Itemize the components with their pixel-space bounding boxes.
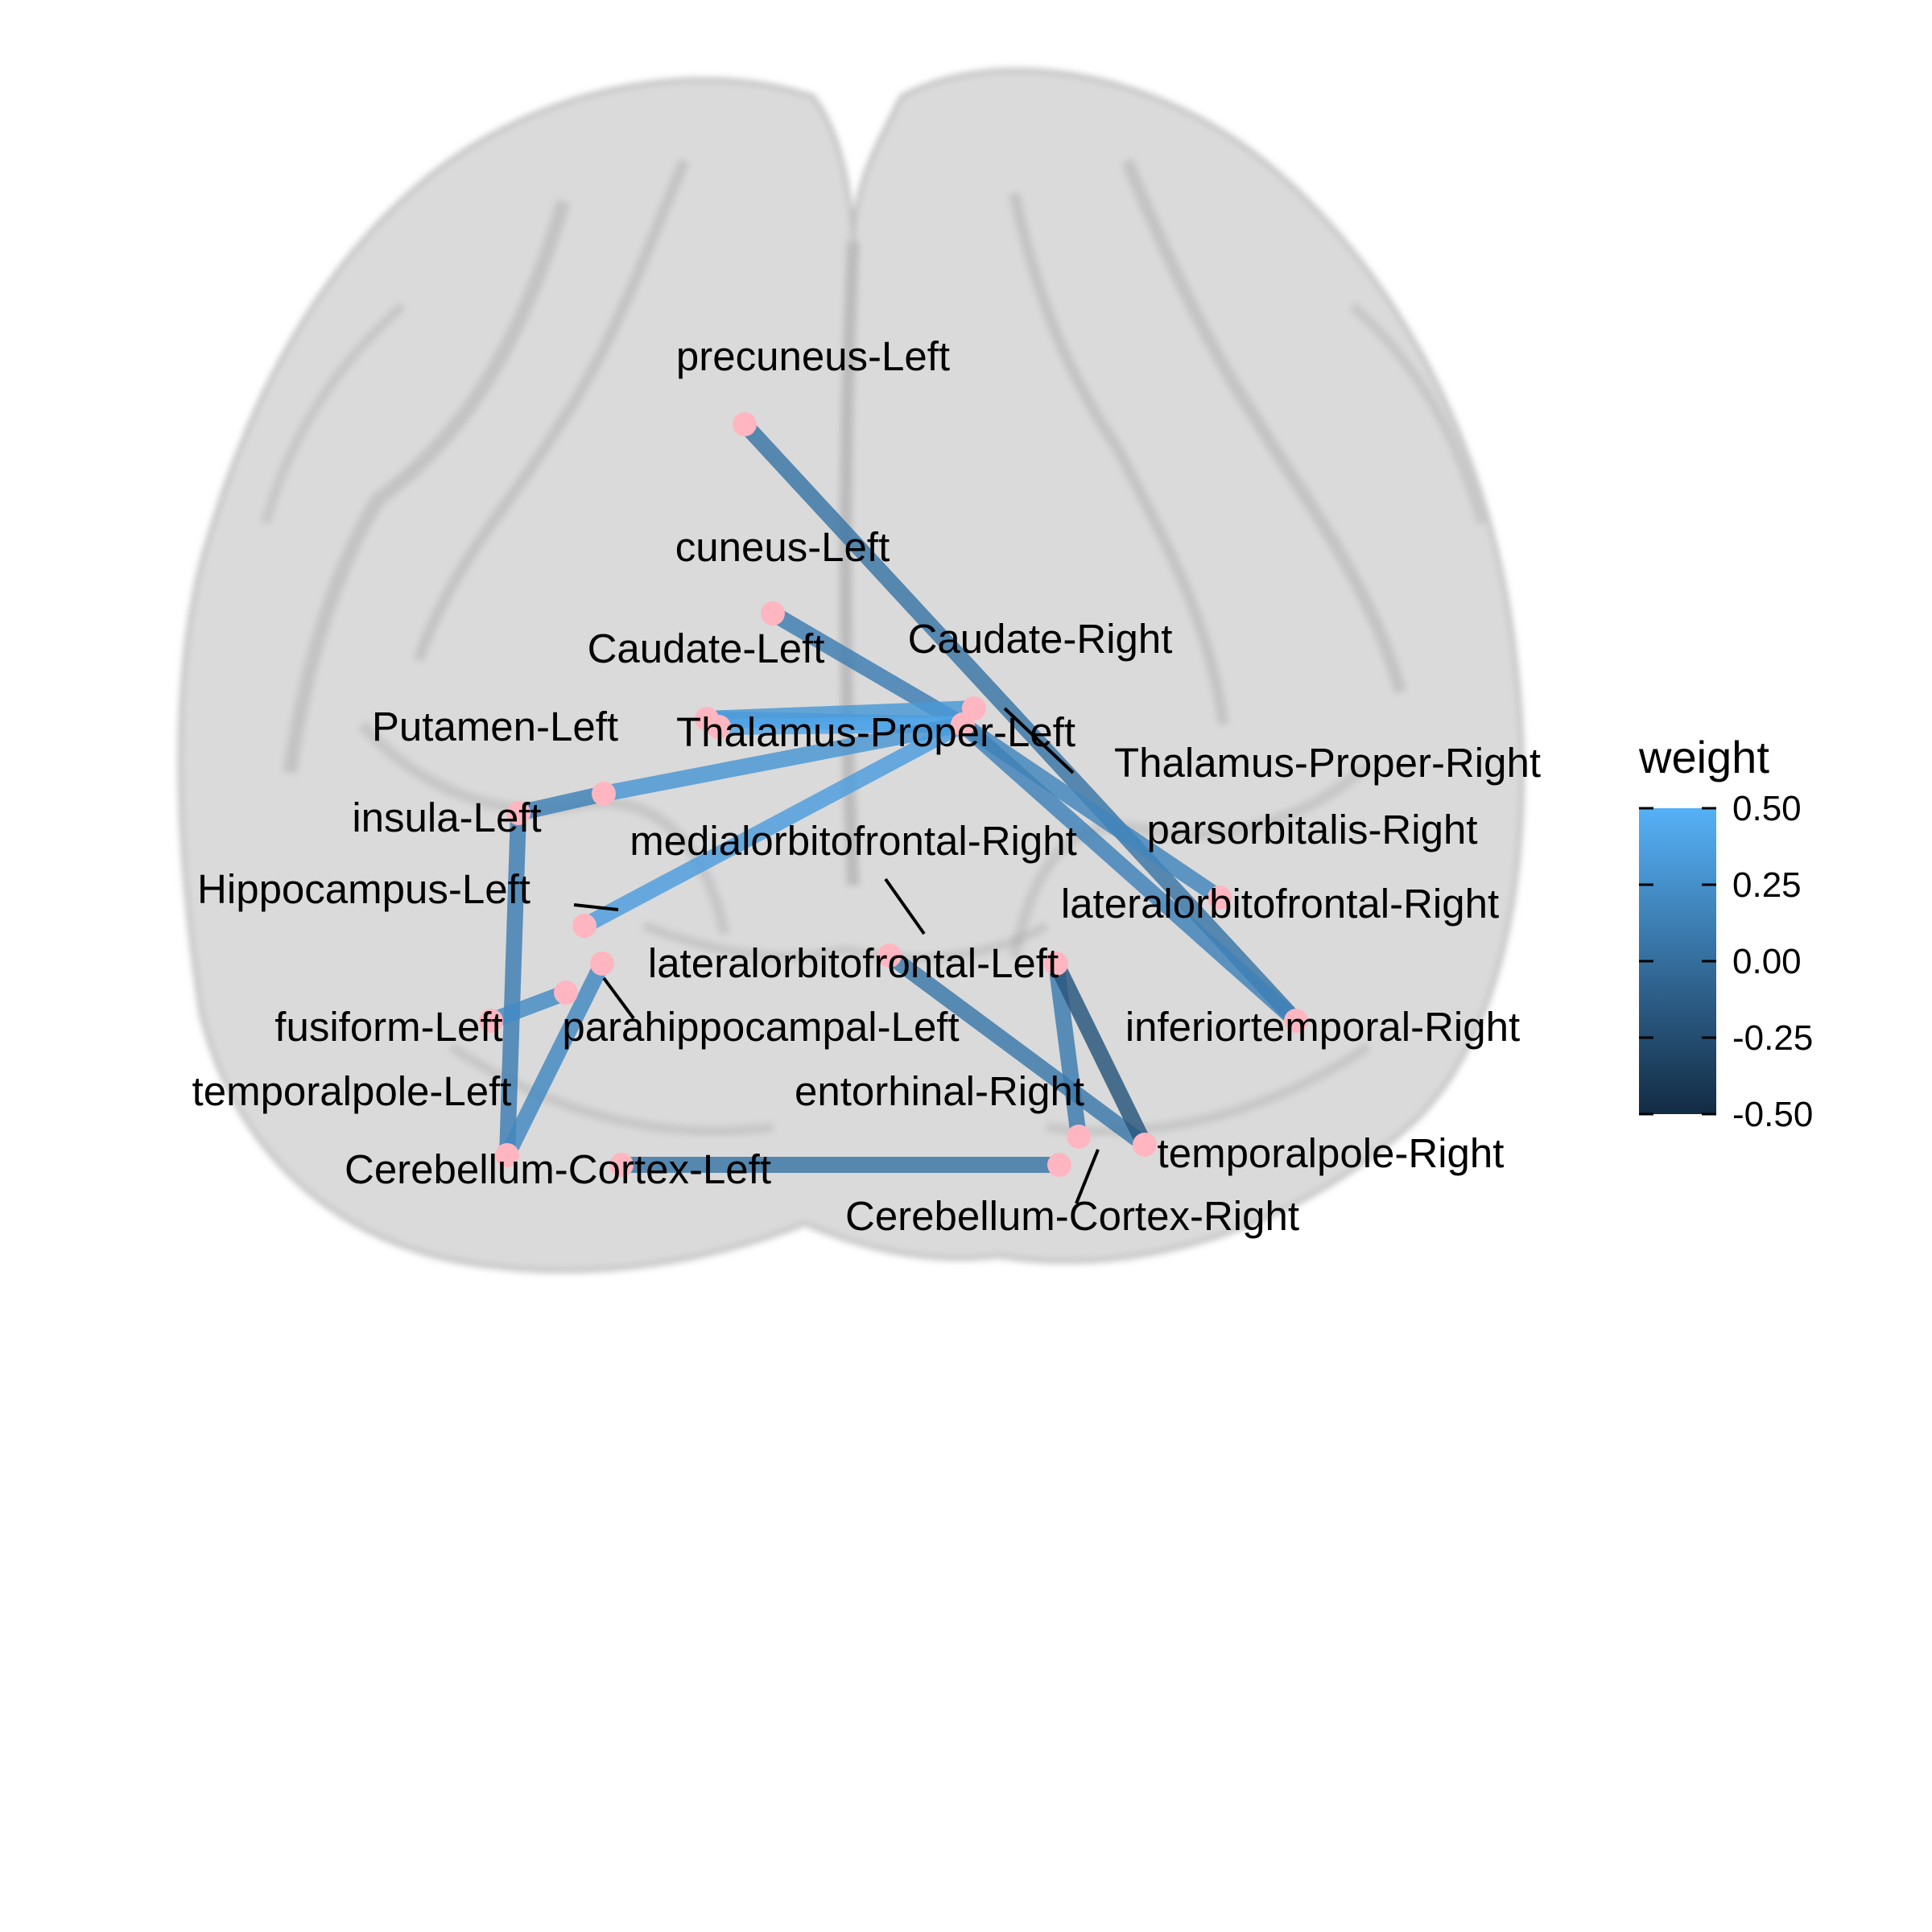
label-caudate-left: Caudate-Left — [588, 625, 825, 671]
node-parsorbitalis-right — [1208, 886, 1232, 910]
label-putamen-left: Putamen-Left — [372, 704, 618, 749]
label-lateralorbitofrontal-right: lateralorbitofrontal-Right — [1061, 881, 1499, 927]
edge-lateralorbitofrontal-right-to-entorhinal-right — [1048, 962, 1087, 1138]
node-parahippocampal-left — [554, 980, 578, 1005]
label-hippocampus-left: Hippocampus-Left — [197, 866, 530, 912]
node-entorhinal-right — [1067, 1125, 1091, 1149]
label-lateralorbitofrontal-left: lateralorbitofrontal-Left — [648, 940, 1059, 986]
node-insula-left — [506, 801, 530, 825]
node-hippocampus-left — [572, 914, 597, 938]
label-entorhinal-right: entorhinal-Right — [795, 1068, 1084, 1114]
label-temporalpole-right: temporalpole-Right — [1158, 1130, 1505, 1176]
node-labels-layer: precuneus-Left cuneus-Left Caudate-Left Cau… — [192, 333, 1541, 1239]
node-lateralorbitofrontal-right — [1044, 952, 1068, 976]
edge-lateralorbitofrontal-right-to-temporalpole-right — [1049, 960, 1152, 1149]
legend-tick-label: 0.00 — [1732, 942, 1802, 981]
node-precuneus-left — [733, 412, 757, 436]
legend-ticks: 0.50 0.25 0.00 -0.25 -0.50 — [1639, 789, 1813, 1134]
node-cerebellum-cortex-left — [609, 1153, 634, 1177]
legend-tick-label: -0.25 — [1732, 1018, 1813, 1058]
leader-parahippocampal-left — [602, 976, 635, 1020]
label-medialorbitofrontal-right: medialorbitofrontal-Right — [630, 818, 1077, 864]
nodes-layer — [479, 412, 1308, 1177]
legend-title: weight — [1638, 732, 1769, 782]
leader-thalamus-proper-right — [1003, 707, 1075, 774]
edge-insula-left-to-temporalpole-left — [499, 812, 526, 1156]
label-caudate-right: Caudate-Right — [908, 616, 1173, 662]
edge-thalamus-proper-right-to-inferiortemporal-right — [957, 718, 1302, 1027]
label-temporalpole-left: temporalpole-Left — [192, 1068, 512, 1114]
label-leader-lines — [573, 707, 1100, 1204]
edges-layer — [488, 419, 1302, 1173]
leader-hippocampus-left — [573, 903, 619, 911]
node-lateralorbitofrontal-left — [590, 952, 614, 976]
node-cerebellum-cortex-right — [1047, 1153, 1071, 1177]
label-insula-left: insula-Left — [352, 795, 541, 840]
node-cuneus-left — [761, 601, 785, 625]
label-parahippocampal-left: parahippocampal-Left — [562, 1004, 959, 1050]
node-temporalpole-right — [1133, 1133, 1157, 1157]
node-thalamus-proper-right — [951, 712, 975, 737]
node-thalamus-proper-left — [707, 715, 731, 739]
node-temporalpole-left — [495, 1143, 519, 1167]
legend-tick-label: -0.50 — [1732, 1095, 1813, 1134]
edge-insula-left-to-putamen-left — [516, 786, 606, 821]
legend-tick-label: 0.25 — [1732, 865, 1802, 905]
edge-fusiform-left-to-parahippocampal-left — [488, 985, 569, 1029]
node-inferiortemporal-right — [1284, 1009, 1308, 1033]
node-medialorbitofrontal-right — [877, 943, 902, 968]
label-fusiform-left: fusiform-Left — [275, 1004, 502, 1050]
edge-caudate-left-to-caudate-right — [706, 700, 975, 727]
label-inferiortemporal-right: inferiortemporal-Right — [1125, 1004, 1520, 1050]
node-putamen-left — [592, 782, 616, 806]
weight-legend: weight 0.50 0.25 0.00 -0.25 -0.50 — [1638, 732, 1813, 1134]
label-thalamus-proper-right: Thalamus-Proper-Right — [1114, 740, 1541, 786]
label-cerebellum-cortex-left: Cerebellum-Cortex-Left — [345, 1146, 771, 1192]
edge-lateralorbitofrontal-left-to-temporalpole-left — [500, 960, 609, 1159]
leader-cerebellum-cortex-right — [1075, 1149, 1100, 1204]
leader-medialorbitofrontal-right — [884, 877, 926, 935]
label-parsorbitalis-right: parsorbitalis-Right — [1147, 807, 1478, 852]
edge-putamen-left-to-thalamus-proper-right — [602, 716, 964, 802]
label-thalamus-proper-left: Thalamus-Proper-Left — [676, 709, 1075, 755]
label-precuneus-left: precuneus-Left — [676, 333, 950, 379]
edge-medialorbitofrontal-right-to-temporalpole-right — [885, 948, 1150, 1152]
edge-hippocampus-left-to-thalamus-proper-right — [580, 717, 967, 933]
label-cuneus-left: cuneus-Left — [675, 524, 890, 570]
label-cerebellum-cortex-right: Cerebellum-Cortex-Right — [845, 1193, 1299, 1239]
legend-tick-label: 0.50 — [1732, 789, 1802, 828]
node-fusiform-left — [479, 1009, 503, 1033]
